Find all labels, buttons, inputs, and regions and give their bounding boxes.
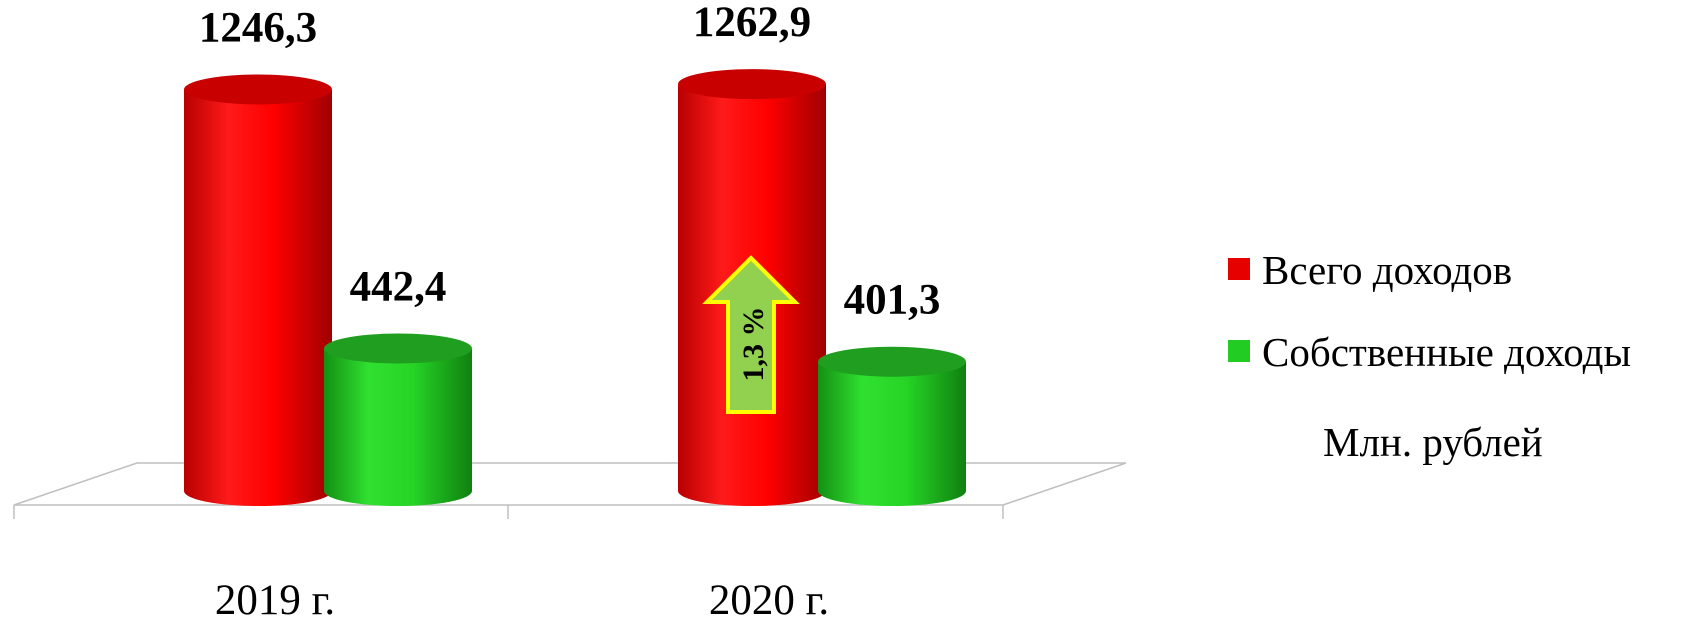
growth-arrow: 1,3 %	[702, 255, 800, 414]
bar-total-0	[184, 74, 332, 506]
category-label-0: 2019 г.	[215, 577, 335, 624]
value-label-total-1: 1262,9	[693, 0, 811, 46]
value-label-own-0: 442,4	[350, 263, 447, 310]
bar-own-1	[818, 346, 966, 506]
legend-swatch-own	[1228, 340, 1250, 362]
legend-label-own: Собственные доходы	[1262, 329, 1632, 375]
growth-arrow-label: 1,3 %	[737, 307, 770, 382]
category-label-1: 2020 г.	[709, 577, 829, 624]
legend-label-total: Всего доходов	[1262, 247, 1513, 293]
legend-swatch-total	[1228, 258, 1250, 280]
value-label-total-0: 1246,3	[199, 4, 317, 51]
value-label-own-1: 401,3	[844, 277, 941, 324]
unit-label: Млн. рублей	[1323, 419, 1543, 465]
bar-own-0	[324, 333, 472, 506]
